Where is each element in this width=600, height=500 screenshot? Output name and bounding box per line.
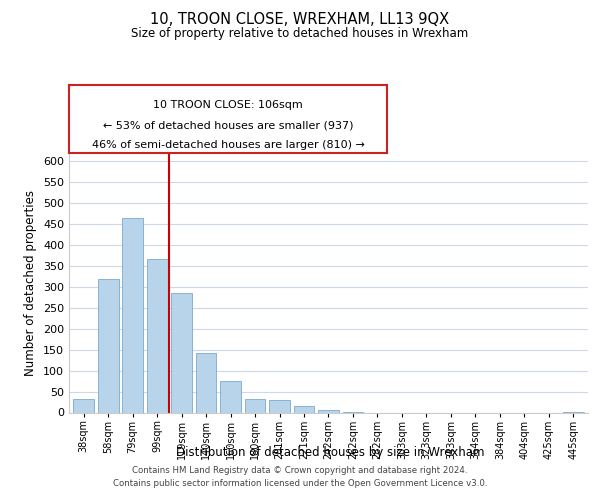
Bar	[171, 292, 192, 412]
Bar	[245, 399, 265, 412]
Text: Size of property relative to detached houses in Wrexham: Size of property relative to detached ho…	[131, 28, 469, 40]
Bar	[196, 353, 217, 412]
Bar	[73, 399, 94, 412]
Bar	[318, 410, 339, 412]
Text: 10 TROON CLOSE: 106sqm: 10 TROON CLOSE: 106sqm	[153, 100, 303, 110]
Y-axis label: Number of detached properties: Number of detached properties	[25, 190, 37, 376]
Bar	[269, 400, 290, 412]
Bar	[293, 406, 314, 412]
Bar	[220, 380, 241, 412]
Text: Distribution of detached houses by size in Wrexham: Distribution of detached houses by size …	[176, 446, 484, 459]
Bar	[98, 279, 119, 412]
Text: ← 53% of detached houses are smaller (937): ← 53% of detached houses are smaller (93…	[103, 120, 353, 130]
Bar	[122, 218, 143, 412]
Bar	[147, 260, 167, 412]
Text: Contains HM Land Registry data © Crown copyright and database right 2024.
Contai: Contains HM Land Registry data © Crown c…	[113, 466, 487, 487]
Text: 46% of semi-detached houses are larger (810) →: 46% of semi-detached houses are larger (…	[92, 140, 364, 150]
Text: 10, TROON CLOSE, WREXHAM, LL13 9QX: 10, TROON CLOSE, WREXHAM, LL13 9QX	[151, 12, 449, 28]
